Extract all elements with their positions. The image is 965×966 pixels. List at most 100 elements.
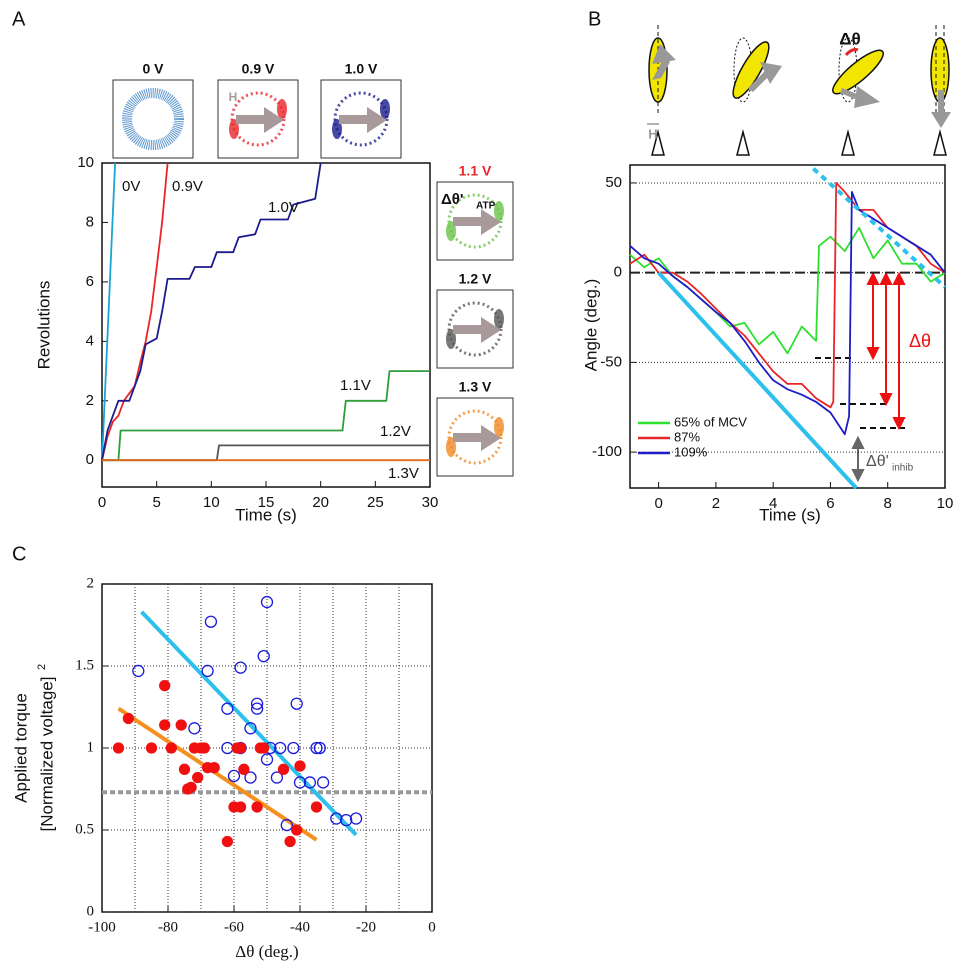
point: [234, 801, 247, 813]
point: [258, 742, 270, 754]
cartoons: [648, 25, 951, 156]
arrowhead: [851, 435, 865, 449]
series-line: [811, 167, 947, 289]
panel-label: C: [12, 543, 26, 565]
inset-box: [112, 79, 194, 159]
point: [238, 763, 250, 775]
marker-triangle: [651, 129, 665, 156]
point: [112, 742, 125, 754]
point: [234, 661, 247, 674]
point: [165, 742, 177, 754]
legend-label: 109%: [674, 444, 708, 459]
point: [145, 742, 158, 754]
point: [291, 824, 303, 836]
inset-cloud: [447, 409, 503, 465]
point: [310, 801, 323, 813]
point: [294, 760, 306, 772]
inhib-sub: inhib: [892, 463, 914, 474]
inset-cluster: [380, 99, 390, 119]
inset-cloud: [447, 301, 503, 357]
point: [250, 697, 264, 710]
inset-cluster: [277, 99, 287, 119]
point: [244, 771, 257, 784]
field-arrow: [481, 209, 501, 235]
field-arrow: [453, 217, 483, 226]
point: [270, 771, 284, 784]
point: [316, 776, 330, 789]
x-tick-label: -100: [88, 919, 116, 935]
inset-title: 0.9 V: [242, 61, 275, 77]
series-label: 1.2V: [380, 423, 411, 440]
point: [244, 722, 257, 735]
y-tick-label: 2: [87, 575, 95, 591]
field-arrow: [367, 107, 387, 133]
arrow: [840, 86, 880, 108]
x-tick-label: 15: [258, 494, 275, 511]
x-tick-label: 20: [312, 494, 329, 511]
inset-box: [320, 79, 402, 159]
x-tick-label: -40: [290, 919, 310, 935]
field-arrow: [481, 317, 501, 343]
series-line: [102, 444, 430, 462]
y-tick-label: 0: [87, 903, 95, 919]
series-line: [629, 191, 946, 436]
field-symbol: H: [648, 126, 657, 141]
inhib-label: Δθ': [866, 453, 889, 470]
legend-label: 65% of MCV: [674, 414, 747, 429]
point: [277, 763, 290, 775]
series-line: [101, 162, 322, 461]
series-line: [101, 162, 116, 461]
arrowhead: [851, 469, 865, 483]
y-tick-label: 0: [614, 264, 622, 281]
inset-cluster: [494, 309, 504, 329]
y-tick-label: 4: [86, 332, 94, 349]
point: [192, 771, 204, 784]
series-line: [101, 162, 169, 461]
arrow: [652, 44, 676, 80]
y-tick-label: 8: [86, 213, 94, 230]
point: [208, 762, 220, 774]
y-axis-label-sup: 2: [36, 664, 48, 670]
y-tick-label: 2: [86, 392, 94, 409]
arrowhead: [879, 393, 893, 407]
y-tick-label: 1: [87, 739, 95, 755]
legend-label: 87%: [674, 429, 700, 444]
panel-label: B: [588, 8, 601, 30]
marker-triangle: [933, 129, 947, 156]
point: [280, 818, 293, 832]
x-tick-label: 0: [98, 494, 106, 511]
point: [303, 776, 317, 789]
x-tick-label: 10: [937, 495, 954, 512]
inset-box: [436, 289, 514, 369]
point: [251, 801, 263, 813]
field-arrow: [236, 115, 266, 124]
arrow: [748, 62, 782, 92]
point: [250, 702, 264, 715]
y-tick-label: 6: [86, 273, 94, 290]
y-axis-label: Angle (deg.): [581, 279, 600, 372]
point: [293, 776, 307, 789]
point: [287, 741, 300, 755]
y-tick-label: 50: [605, 174, 622, 191]
point: [340, 814, 353, 827]
x-tick-label: 4: [769, 495, 777, 512]
x-tick-label: -20: [356, 919, 376, 935]
inset-cluster: [494, 201, 504, 221]
marker-triangle: [841, 129, 855, 156]
x-tick-label: 5: [152, 494, 160, 511]
arrowhead: [892, 271, 906, 285]
x-tick-label: 2: [712, 495, 720, 512]
point: [204, 615, 218, 628]
field-arrow: [481, 425, 501, 451]
point: [178, 763, 191, 775]
x-axis-label: Time (s): [235, 505, 297, 524]
y-tick-label: 1.5: [75, 657, 94, 673]
point: [257, 650, 270, 663]
cartoon-label: Δθ: [839, 29, 860, 48]
point: [313, 741, 326, 755]
field-arrow: [339, 115, 369, 124]
point: [201, 664, 214, 678]
inset-title: 0 V: [142, 61, 164, 77]
arrowhead: [866, 271, 880, 285]
inset-boxes: [112, 79, 514, 477]
